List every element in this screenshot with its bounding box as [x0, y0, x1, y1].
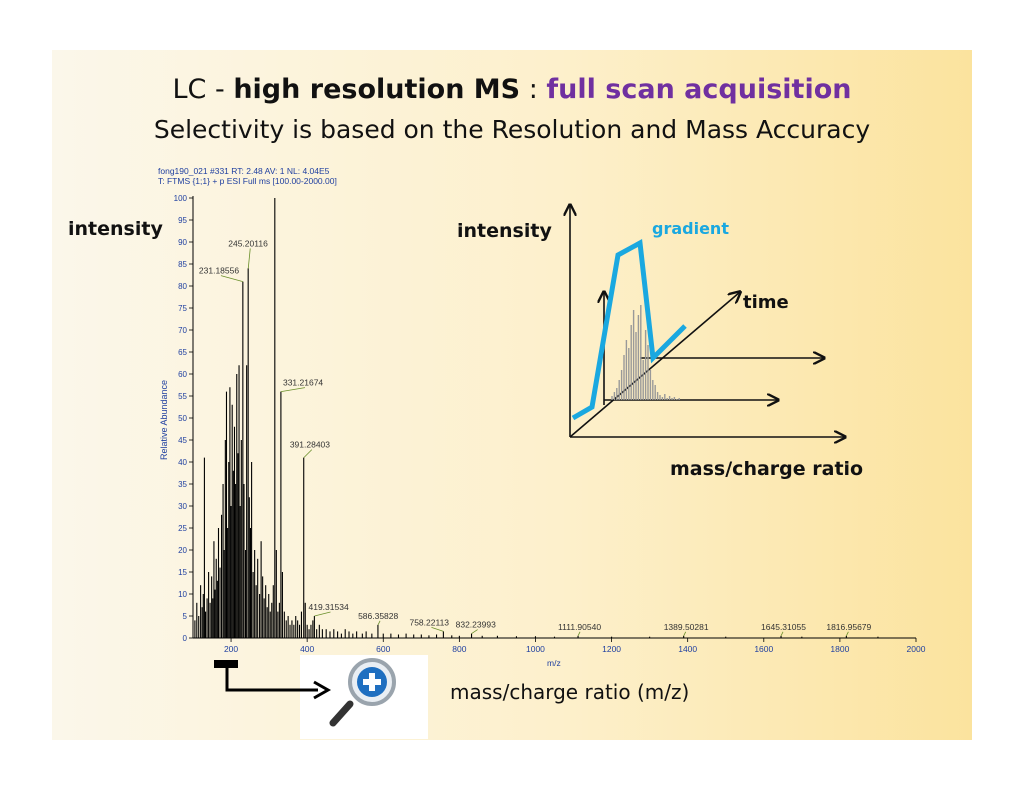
zoom-indicator: [214, 658, 396, 727]
mz-caption: mass/charge ratio (m/z): [450, 680, 690, 704]
arrowhead-icon: [313, 680, 332, 700]
peak-label: 245.20116: [228, 238, 268, 248]
lc-ms-3d-schematic: gradient time mass/charge ratio: [560, 200, 860, 460]
peak-label: 391.28403: [290, 440, 330, 450]
y-tick-label: 100: [174, 194, 188, 203]
peak-label: 1389.50281: [664, 622, 709, 632]
y-tick-label: 30: [178, 502, 187, 511]
mass-spectrum-chart: fong190_021 #331 RT: 2.48 AV: 1 NL: 4.04…: [158, 166, 926, 668]
x-tick-label: 200: [224, 644, 238, 654]
y-tick-label: 5: [183, 612, 188, 621]
y-tick-label: 40: [178, 458, 187, 467]
x-tick-label: 1600: [754, 644, 773, 654]
peak-label-leader: [845, 631, 849, 636]
x-tick-label: 1000: [526, 644, 545, 654]
peak-label-leader: [220, 275, 244, 282]
title-separator: :: [520, 74, 547, 105]
gradient-line: [571, 239, 687, 421]
y-tick-label: 75: [178, 304, 187, 313]
peak-label-leader: [314, 611, 331, 617]
x-tick-label: 600: [376, 644, 390, 654]
right-intensity-label: intensity: [457, 220, 552, 242]
x-tick-label: 1400: [678, 644, 697, 654]
y-tick-label: 0: [183, 634, 188, 643]
y-tick-label: 85: [178, 260, 187, 269]
arrow-right-icon: [225, 668, 318, 692]
zoom-range-marker: [214, 660, 238, 668]
x-tick-label: 1200: [602, 644, 621, 654]
x-tick-label: 800: [452, 644, 466, 654]
spectrum-header-line-2: T: FTMS {1;1} + p ESI Full ms [100.00-20…: [158, 176, 337, 186]
mass-charge-ratio-caption: mass/charge ratio: [670, 458, 864, 480]
title-accent: full scan acquisition: [546, 74, 852, 105]
x-axis-label: m/z: [547, 658, 561, 668]
time-axis-arrow: [569, 292, 740, 438]
peak-label: 1816.95679: [826, 622, 871, 632]
y-tick-label: 70: [178, 326, 187, 335]
peak-label-leader: [431, 627, 444, 632]
peak-label: 832.23993: [456, 620, 496, 630]
y-tick-label: 80: [178, 282, 187, 291]
peak-label-leader: [303, 449, 313, 458]
y-axis-label: Relative Abundance: [159, 380, 169, 460]
y-tick-label: 25: [178, 524, 187, 533]
y-tick-label: 10: [178, 590, 187, 599]
x-tick-label: 1800: [830, 644, 849, 654]
title-bold: high resolution MS: [233, 74, 521, 105]
peak-label: 758.22113: [409, 617, 449, 627]
peak-label-leader: [280, 387, 306, 392]
y-tick-label: 50: [178, 414, 187, 423]
peak-label: 331.21674: [283, 378, 323, 388]
y-tick-label: 20: [178, 546, 187, 555]
gradient-label: gradient: [652, 219, 729, 238]
mini-spectrum-peaks: [611, 305, 680, 400]
y-tick-label: 15: [178, 568, 187, 577]
peak-label-leader: [377, 620, 381, 625]
peak-label-leader: [780, 631, 784, 636]
y-tick-label: 95: [178, 216, 187, 225]
slide-title: LC - high resolution MS : full scan acqu…: [52, 74, 972, 105]
y-tick-label: 90: [178, 238, 187, 247]
y-tick-label: 45: [178, 436, 187, 445]
y-tick-label: 60: [178, 370, 187, 379]
peak-label: 1111.90540: [558, 622, 601, 632]
peak-label: 1645.31055: [761, 622, 806, 632]
y-tick-label: 55: [178, 392, 187, 401]
title-prefix: LC -: [172, 74, 234, 105]
slide-subtitle: Selectivity is based on the Resolution a…: [153, 115, 871, 144]
time-label: time: [743, 292, 789, 313]
peak-label: 419.31534: [309, 602, 349, 612]
peak-label: 586.35828: [358, 611, 398, 621]
peak-label: 231.18556: [199, 266, 239, 276]
spectrum-header-line-1: fong190_021 #331 RT: 2.48 AV: 1 NL: 4.04…: [158, 166, 330, 176]
peak-label-leader: [683, 631, 687, 636]
x-tick-label: 2000: [907, 644, 926, 654]
peak-label-leader: [247, 248, 251, 269]
y-tick-label: 35: [178, 480, 187, 489]
peak-label-leader: [471, 629, 478, 634]
magnifier-zoom-icon: [329, 658, 396, 727]
left-intensity-label: intensity: [68, 218, 163, 240]
peak-label-leader: [577, 631, 581, 636]
y-tick-label: 65: [178, 348, 187, 357]
x-tick-label: 400: [300, 644, 314, 654]
